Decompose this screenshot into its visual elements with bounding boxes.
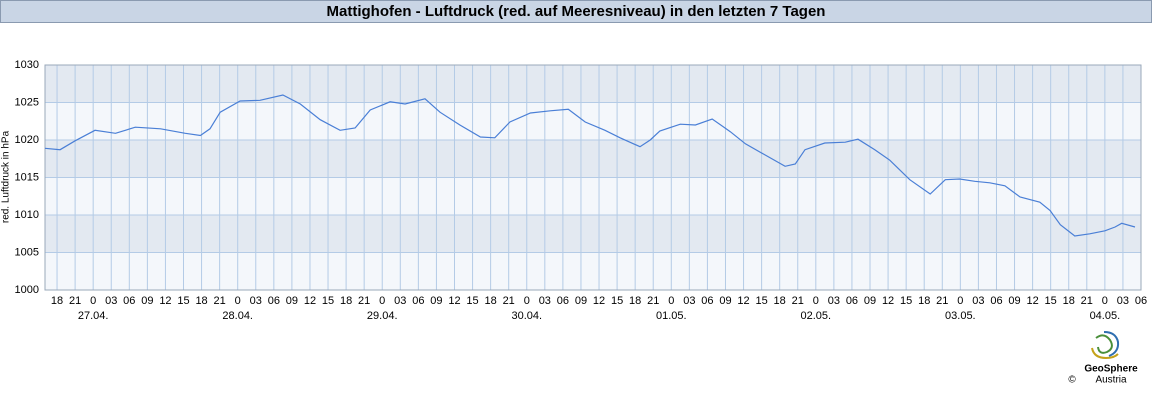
x-tick-label: 18 bbox=[195, 295, 207, 307]
x-tick-label: 21 bbox=[936, 295, 948, 307]
x-tick-label: 21 bbox=[503, 295, 515, 307]
x-tick-label: 06 bbox=[412, 295, 424, 307]
x-tick-label: 15 bbox=[755, 295, 767, 307]
date-label: 03.05. bbox=[945, 310, 976, 322]
x-tick-label: 15 bbox=[900, 295, 912, 307]
x-tick-label: 12 bbox=[304, 295, 316, 307]
x-tick-label: 03 bbox=[828, 295, 840, 307]
y-axis-label: red. Luftdruck in hPa bbox=[1, 130, 12, 223]
y-tick-label: 1000 bbox=[15, 284, 39, 296]
x-tick-label: 0 bbox=[813, 295, 819, 307]
date-label: 30.04. bbox=[511, 310, 542, 322]
x-tick-label: 21 bbox=[358, 295, 370, 307]
x-tick-label: 0 bbox=[524, 295, 530, 307]
x-tick-label: 06 bbox=[701, 295, 713, 307]
x-tick-label: 06 bbox=[1135, 295, 1147, 307]
x-tick-label: 0 bbox=[957, 295, 963, 307]
x-tick-label: 21 bbox=[792, 295, 804, 307]
data-line bbox=[44, 94, 1136, 237]
y-tick-label: 1025 bbox=[15, 96, 39, 108]
plot-frame bbox=[44, 64, 1142, 291]
x-tick-label: 06 bbox=[846, 295, 858, 307]
x-tick-label: 03 bbox=[683, 295, 695, 307]
band bbox=[45, 102, 1141, 140]
x-tick-label: 06 bbox=[268, 295, 280, 307]
x-tick-label: 12 bbox=[448, 295, 460, 307]
y-tick-label: 1005 bbox=[15, 246, 39, 258]
band bbox=[45, 65, 1141, 103]
x-tick-label: 09 bbox=[1008, 295, 1020, 307]
y-tick-label: 1020 bbox=[15, 134, 39, 146]
x-tick-label: 12 bbox=[159, 295, 171, 307]
x-tick-label: 06 bbox=[123, 295, 135, 307]
x-tick-label: 18 bbox=[774, 295, 786, 307]
copyright: © bbox=[1068, 375, 1076, 386]
x-tick-label: 09 bbox=[430, 295, 442, 307]
x-tick-label: 18 bbox=[340, 295, 352, 307]
x-tick-label: 18 bbox=[485, 295, 497, 307]
band bbox=[45, 140, 1141, 178]
y-tick-label: 1010 bbox=[15, 209, 39, 221]
chart-title: Mattighofen - Luftdruck (red. auf Meeres… bbox=[327, 3, 826, 20]
logo bbox=[1091, 331, 1120, 360]
x-tick-label: 03 bbox=[105, 295, 117, 307]
x-tick-label: 03 bbox=[539, 295, 551, 307]
x-tick-label: 15 bbox=[466, 295, 478, 307]
x-tick-label: 21 bbox=[214, 295, 226, 307]
date-label: 29.04. bbox=[367, 310, 398, 322]
x-tick-label: 03 bbox=[250, 295, 262, 307]
x-tick-label: 12 bbox=[593, 295, 605, 307]
x-tick-label: 0 bbox=[668, 295, 674, 307]
x-tick-label: 09 bbox=[286, 295, 298, 307]
x-tick-label: 15 bbox=[322, 295, 334, 307]
x-tick-label: 03 bbox=[394, 295, 406, 307]
x-tick-label: 03 bbox=[1117, 295, 1129, 307]
logo-swirl bbox=[1091, 347, 1119, 360]
x-tick-label: 21 bbox=[647, 295, 659, 307]
x-tick-label: 21 bbox=[69, 295, 81, 307]
x-tick-label: 09 bbox=[141, 295, 153, 307]
date-label: 27.04. bbox=[78, 310, 109, 322]
x-tick-label: 18 bbox=[51, 295, 63, 307]
date-label: 02.05. bbox=[801, 310, 832, 322]
x-tick-label: 18 bbox=[629, 295, 641, 307]
band bbox=[45, 252, 1141, 290]
x-tick-label: 06 bbox=[557, 295, 569, 307]
x-tick-label: 0 bbox=[379, 295, 385, 307]
x-tick-label: 0 bbox=[90, 295, 96, 307]
x-tick-label: 15 bbox=[1045, 295, 1057, 307]
x-tick-label: 0 bbox=[235, 295, 241, 307]
x-tick-label: 09 bbox=[575, 295, 587, 307]
y-tick-label: 1015 bbox=[15, 171, 39, 183]
x-tick-label: 15 bbox=[611, 295, 623, 307]
logo-swirl bbox=[1095, 334, 1113, 354]
x-tick-label: 18 bbox=[1063, 295, 1075, 307]
x-tick-label: 09 bbox=[864, 295, 876, 307]
x-tick-label: 0 bbox=[1102, 295, 1108, 307]
x-tick-label: 03 bbox=[972, 295, 984, 307]
logo-swirl bbox=[1103, 331, 1120, 357]
x-tick-label: 12 bbox=[1026, 295, 1038, 307]
x-tick-label: 15 bbox=[177, 295, 189, 307]
y-tick-label: 1030 bbox=[15, 59, 39, 71]
x-tick-label: 18 bbox=[918, 295, 930, 307]
logo-text: GeoSphere bbox=[1084, 364, 1138, 375]
date-label: 04.05. bbox=[1090, 310, 1121, 322]
x-tick-label: 21 bbox=[1081, 295, 1093, 307]
band bbox=[45, 215, 1141, 253]
date-label: 01.05. bbox=[656, 310, 687, 322]
band bbox=[45, 177, 1141, 215]
x-tick-label: 12 bbox=[737, 295, 749, 307]
x-tick-label: 09 bbox=[719, 295, 731, 307]
x-tick-label: 12 bbox=[882, 295, 894, 307]
logo-subtext: Austria bbox=[1095, 375, 1127, 386]
x-tick-label: 06 bbox=[990, 295, 1002, 307]
date-label: 28.04. bbox=[222, 310, 253, 322]
